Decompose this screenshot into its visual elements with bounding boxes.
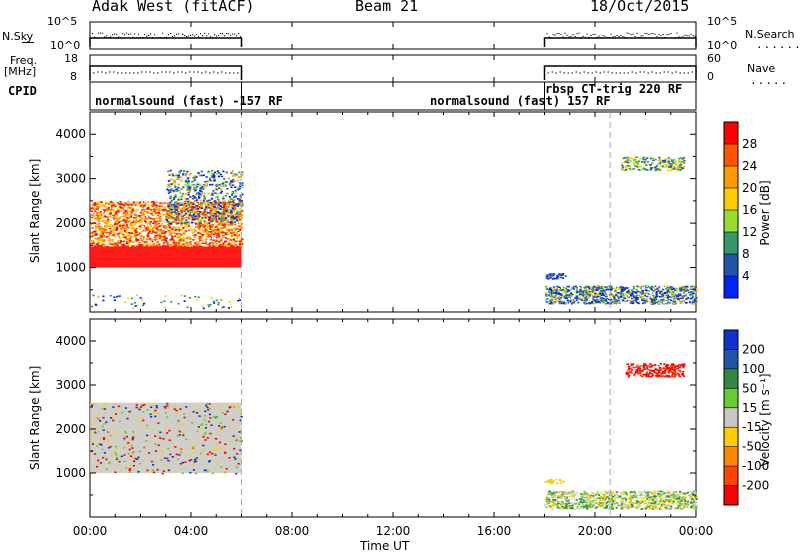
velocity-colorbar-tick-label-8: -200 xyxy=(742,479,769,493)
nave-legend-dots: ..... xyxy=(750,74,789,87)
nsky-noise-dots-2 xyxy=(546,32,696,39)
power-colorbar-tick-label-7: 4 xyxy=(742,269,750,283)
freq-nave-dots-2 xyxy=(547,71,697,74)
cpid-segment-1: normalsound (fast) -157 RF xyxy=(95,94,283,108)
freq-active-block-2 xyxy=(543,65,697,80)
velocity-colorbar-frame xyxy=(723,329,739,506)
velocity-colorbar-swatch-1 xyxy=(724,330,738,350)
nsky-label-underline xyxy=(22,42,34,43)
power-echo-band-mid xyxy=(90,200,244,247)
power-strong-echo-band xyxy=(90,245,242,268)
x-tick-label-3: 08:00 xyxy=(275,524,310,538)
power-colorbar-swatch-5 xyxy=(724,210,738,233)
power-colorbar-swatch-1 xyxy=(724,122,738,145)
power-cbar-label: Power [dB] xyxy=(758,180,772,246)
velocity-colorbar-swatch-8 xyxy=(724,466,738,487)
velocity-colorbar-tick-label-3: 50 xyxy=(742,381,757,395)
nsearch-ytick-high: 10^5 xyxy=(707,15,738,28)
velocity-colorbar-swatch-7 xyxy=(724,446,738,467)
velocity-y-tick-label-1: 1000 xyxy=(55,466,86,480)
x-tick-label-7: 00:00 xyxy=(679,524,714,538)
power-ylabel: Slant Range [km] xyxy=(28,158,42,263)
power-near-range-echo xyxy=(91,294,242,310)
nsearch-ytick-low: 10^0 xyxy=(707,39,738,52)
nave-ytick-high: 60 xyxy=(707,52,721,65)
x-tick-label-6: 20:00 xyxy=(578,524,613,538)
freq-label-line1: Freq. xyxy=(10,54,38,67)
power-colorbar-swatch-6 xyxy=(724,232,738,255)
velocity-colorbar-tick-label-5: -15 xyxy=(742,420,762,434)
x-tick-label-4: 12:00 xyxy=(376,524,411,538)
velocity-y-tick-label-4: 4000 xyxy=(55,334,86,348)
freq-nave-dots-1 xyxy=(93,71,243,74)
power-colorbar-tick-label-3: 20 xyxy=(742,181,757,195)
power-y-tick-label-3: 3000 xyxy=(55,172,86,186)
nave-ytick-low: 0 xyxy=(707,70,714,83)
power-y-tick-label-2: 2000 xyxy=(55,216,86,230)
cpid-segment-2: normalsound (fast) 157 RF xyxy=(430,94,611,108)
power-y-tick-label-4: 4000 xyxy=(55,127,86,141)
x-tick-label-1: 00:00 xyxy=(73,524,108,538)
beam-label: Beam 21 xyxy=(355,0,419,15)
power-colorbar-tick-label-2: 24 xyxy=(742,159,757,173)
nave-label: Nave xyxy=(747,62,776,75)
velocity-y-tick-label-2: 2000 xyxy=(55,422,86,436)
cpid-label: CPID xyxy=(8,84,37,98)
nsky-active-block-2 xyxy=(543,37,697,47)
velocity-colorbar-swatch-2 xyxy=(724,349,738,370)
power-colorbar-tick-label-6: 8 xyxy=(742,247,750,261)
x-axis-title: Time UT xyxy=(360,539,410,553)
power-colorbar-swatch-7 xyxy=(724,254,738,277)
power-ground-scatter-late xyxy=(544,285,699,305)
power-y-tick-label-1: 1000 xyxy=(55,261,86,275)
freq-ytick-low: 8 xyxy=(70,70,77,83)
velocity-colorbar-swatch-6 xyxy=(724,427,738,448)
nsky-ytick-high: 10^5 xyxy=(47,15,78,28)
nsky-noise-dots-1 xyxy=(92,32,242,39)
date-label: 18/Oct/2015 xyxy=(590,0,690,15)
velocity-colorbar-tick-label-7: -100 xyxy=(742,459,769,473)
nsky-active-block-1 xyxy=(89,37,243,47)
power-colorbar-swatch-8 xyxy=(724,276,738,299)
freq-ytick-high: 18 xyxy=(64,52,78,65)
velocity-colorbar-swatch-9 xyxy=(724,485,738,506)
cpid-segment-3: rbsp CT-trig 220 RF xyxy=(545,82,683,96)
power-far-echo-late xyxy=(621,156,686,172)
velocity-colorbar-tick-label-1: 200 xyxy=(742,342,765,356)
x-tick-label-5: 16:00 xyxy=(477,524,512,538)
velocity-y-tick-label-3: 3000 xyxy=(55,378,86,392)
x-tick-label-2: 04:00 xyxy=(174,524,209,538)
power-colorbar-tick-label-1: 28 xyxy=(742,137,757,151)
velocity-colorbar-swatch-3 xyxy=(724,368,738,389)
freq-label-line2: [MHz] xyxy=(4,65,37,78)
velocity-colorbar-swatch-5 xyxy=(724,407,738,428)
station-title: Adak West (fitACF) xyxy=(92,0,255,15)
freq-active-block-1 xyxy=(89,65,243,80)
power-colorbar-tick-label-5: 12 xyxy=(742,225,757,239)
nsearch-legend-dots: ........ xyxy=(756,38,800,51)
nsearch-label: N.Search xyxy=(745,28,795,41)
velocity-colorbar-tick-label-4: 15 xyxy=(742,401,757,415)
velocity-colorbar-tick-label-6: -50 xyxy=(742,440,762,454)
velocity-short-echo-patch xyxy=(544,478,565,485)
nsky-label: N.Sky xyxy=(2,30,34,43)
power-colorbar-swatch-3 xyxy=(724,166,738,189)
power-short-echo-patch xyxy=(545,273,567,280)
velocity-colorbar-tick-label-2: 100 xyxy=(742,362,765,376)
power-colorbar-swatch-4 xyxy=(724,188,738,211)
velocity-ylabel: Slant Range [km] xyxy=(28,365,42,470)
velocity-colorbar-swatch-4 xyxy=(724,388,738,409)
power-echo-band-upper xyxy=(166,169,244,225)
power-colorbar-swatch-2 xyxy=(724,144,738,167)
nsky-ytick-low: 10^0 xyxy=(50,39,81,52)
velocity-cbar-label: Velocity [m s⁻¹] xyxy=(758,373,772,467)
velocity-far-echo-late xyxy=(625,363,686,378)
velocity-ground-scatter-late xyxy=(544,490,698,510)
velocity-echo-speckle xyxy=(90,402,243,475)
power-colorbar-tick-label-4: 16 xyxy=(742,203,757,217)
